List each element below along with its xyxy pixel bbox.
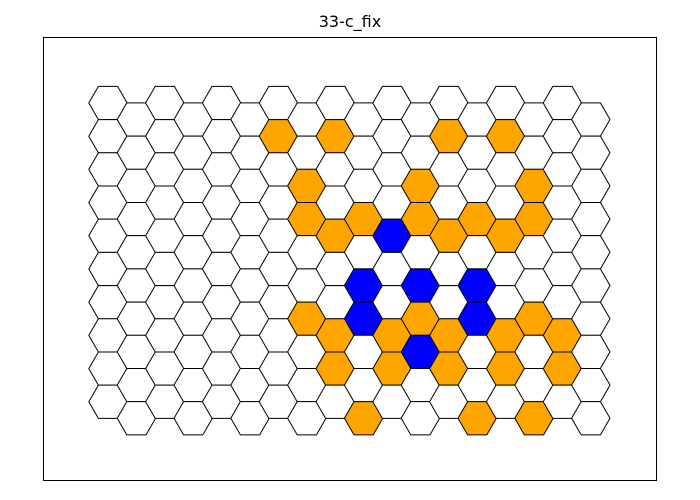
figure-title: 33-c_fix bbox=[318, 12, 382, 31]
plot-frame bbox=[43, 37, 657, 481]
hex-cell bbox=[571, 401, 611, 436]
hex-cells bbox=[88, 85, 611, 436]
